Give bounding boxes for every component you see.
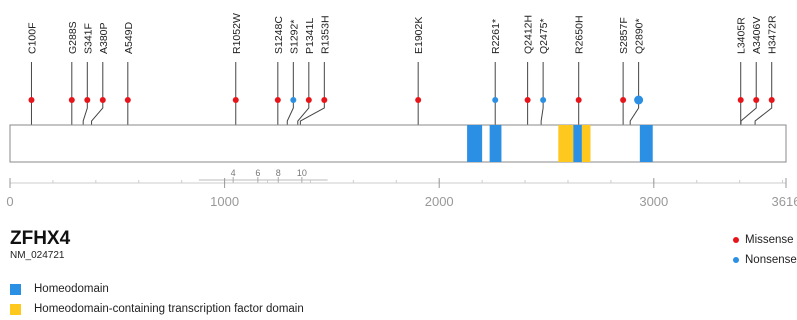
mutation-label-a380p: A380P — [98, 22, 110, 54]
mutation-label-s341f: S341F — [82, 23, 94, 54]
mutation-label-r2650h: R2650H — [574, 15, 586, 54]
domain-legend: Homeodomain Homeodomain-containing trans… — [10, 279, 304, 319]
mutation-label-r2261: R2261* — [490, 19, 502, 54]
legend-nonsense-label: Nonsense — [745, 254, 797, 266]
legend-tf-domain-label: Homeodomain-containing transcription fac… — [34, 303, 304, 315]
mutation-label-q2412h: Q2412H — [523, 15, 535, 54]
protein-backbone — [9, 124, 787, 163]
lollipop-plot: C100F G288S S341F A380P A549D R1052W S1248C S12… — [6, 13, 797, 209]
mutation-dot-g288s[interactable] — [68, 97, 75, 103]
labels-layer: C100F G288S S341F A380P A549D R1052W S1248C S12… — [26, 13, 778, 54]
axis-tick-label-1000: 1000 — [210, 194, 239, 209]
mutation-dot-s1292[interactable] — [290, 97, 297, 103]
mutation-dot-r2650h[interactable] — [575, 97, 582, 103]
nonsense-dot-icon — [733, 257, 739, 263]
domain-tf_domain-4[interactable] — [581, 125, 591, 162]
domain-homeodomain-5[interactable] — [639, 125, 653, 162]
x-axis: 0 1000 2000 3000 3616 — [6, 178, 797, 209]
mutation-label-a3406v: A3406V — [751, 17, 763, 54]
mutation-legend: Missense Nonsense — [733, 230, 797, 270]
mutation-dot-q2412h[interactable] — [524, 97, 531, 103]
homeodomain-swatch — [10, 283, 21, 295]
axis-tick-label-3616: 3616 — [772, 194, 797, 209]
gene-name: ZFHX4 — [10, 228, 71, 249]
mutation-dot-e1902k[interactable] — [415, 97, 422, 103]
mutation-dot-a3406v[interactable] — [753, 97, 760, 103]
axis-tick-label-2000: 2000 — [425, 194, 454, 209]
mutation-label-r1052w: R1052W — [231, 13, 243, 54]
axis-tick-label-3000: 3000 — [639, 194, 668, 209]
mutation-dot-h3472r[interactable] — [768, 97, 775, 103]
mutation-dot-a549d[interactable] — [124, 97, 131, 103]
legend-homeodomain-label: Homeodomain — [34, 283, 109, 295]
mutation-label-g288s: G288S — [67, 21, 79, 54]
mutation-label-s2857f: S2857F — [618, 17, 630, 54]
dots-layer — [28, 95, 775, 105]
mutation-label-e1902k: E1902K — [413, 17, 425, 54]
mutation-label-c100f: C100F — [26, 22, 38, 54]
mutation-dot-q2890-stack[interactable] — [634, 95, 644, 105]
mutation-dot-s341f[interactable] — [84, 97, 91, 103]
mutation-dot-r1353h[interactable] — [321, 97, 328, 103]
exon-label-10: 10 — [297, 168, 307, 178]
transcript-id: NM_024721 — [10, 250, 65, 261]
legend-item-homeodomain: Homeodomain — [10, 279, 304, 299]
mutation-label-s1292: S1292* — [288, 20, 300, 54]
mutation-dot-r2261[interactable] — [492, 97, 499, 103]
mutation-label-q2890: Q2890* — [634, 18, 646, 54]
domain-homeodomain-1[interactable] — [489, 125, 502, 162]
mutation-label-l3405r: L3405R — [736, 17, 748, 54]
protein-layer — [9, 124, 787, 163]
axis-tick-label-0: 0 — [6, 194, 13, 209]
mutation-label-a549d: A549D — [123, 21, 135, 54]
mutation-dot-q2475[interactable] — [540, 97, 547, 103]
mutation-dot-c100f[interactable] — [28, 97, 35, 103]
mutation-dot-r1052w[interactable] — [232, 97, 239, 103]
domain-tf_domain-2[interactable] — [558, 125, 574, 162]
legend-item-missense: Missense — [733, 230, 797, 250]
legend-item-tf-domain: Homeodomain-containing transcription fac… — [10, 299, 304, 319]
legend-item-nonsense: Nonsense — [733, 250, 797, 270]
mutation-label-h3472r: H3472R — [767, 15, 779, 54]
exon-markers: 4 6 8 10 — [198, 168, 328, 183]
domain-homeodomain-0[interactable] — [467, 125, 483, 162]
mutation-label-r1353h: R1353H — [319, 15, 331, 54]
legend-missense-label: Missense — [745, 234, 794, 246]
mutation-dot-s2857f[interactable] — [620, 97, 627, 103]
tf-domain-swatch — [10, 303, 21, 315]
exon-label-6: 6 — [255, 168, 260, 178]
mutation-label-s1248c: S1248C — [273, 16, 285, 54]
missense-dot-icon — [733, 237, 739, 243]
mutation-dot-s1248c[interactable] — [274, 97, 281, 103]
domain-homeodomain-3[interactable] — [573, 125, 582, 162]
exon-label-8: 8 — [276, 168, 281, 178]
mutation-label-q2475: Q2475* — [538, 18, 550, 54]
mutation-dot-p1341l[interactable] — [305, 97, 312, 103]
mutation-label-p1341l: P1341L — [304, 18, 316, 54]
mutation-dot-l3405r[interactable] — [737, 97, 744, 103]
mutation-dot-a380p[interactable] — [99, 97, 106, 103]
exon-label-4: 4 — [231, 168, 236, 178]
